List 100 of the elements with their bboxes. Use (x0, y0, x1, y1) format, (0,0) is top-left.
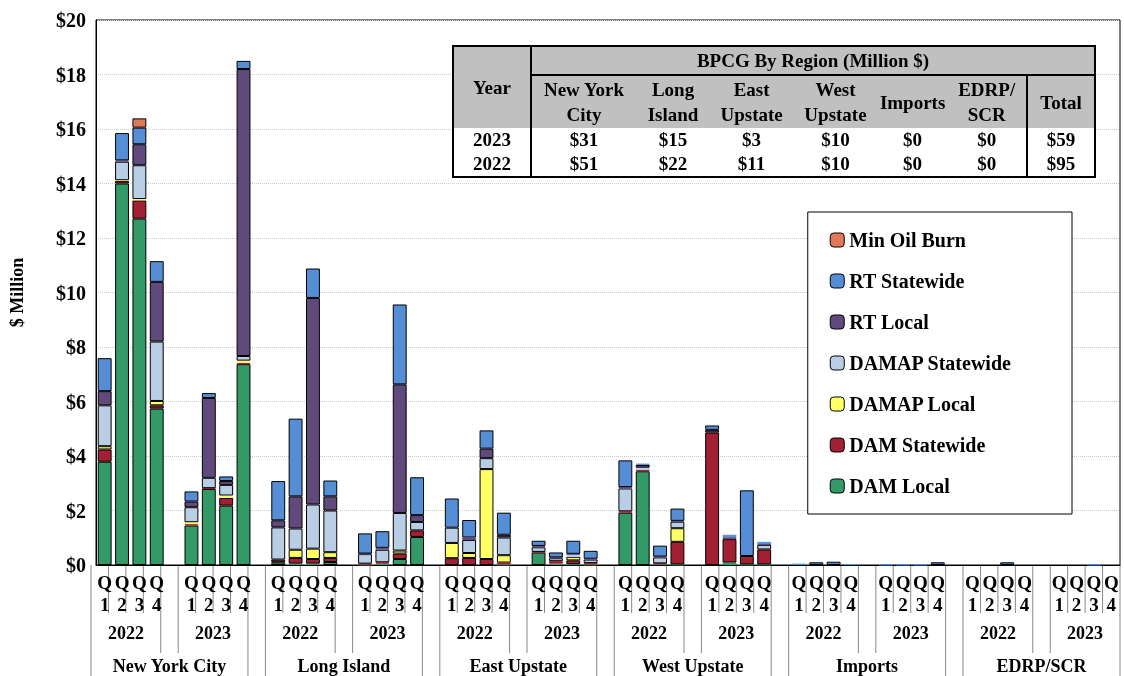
x-tick-label: Total (1027, 75, 1095, 128)
bar (548, 552, 563, 558)
x-tick-label: Q1 (791, 571, 807, 615)
text: 2023 (718, 623, 755, 643)
x-tick-label: Q4 (496, 571, 512, 615)
x-tick-label: Q2 (114, 571, 130, 615)
legend-label: Min Oil Burn (849, 229, 966, 251)
x-tick-label: Q1 (444, 571, 460, 615)
bar (462, 520, 477, 538)
x-tick-label: Imports (877, 75, 948, 128)
bar (462, 539, 477, 554)
data-label: $15 (657, 128, 689, 152)
x-tick-label: Q3 (826, 571, 842, 615)
x-tick-label: Q4 (670, 571, 685, 615)
x-tick-label: Q2 (895, 571, 911, 615)
x-tick-label: Q4 (236, 571, 251, 615)
y-tick-label: $16 (56, 118, 86, 140)
x-tick-label: Q3 (218, 571, 234, 615)
y-tick-label: $2 (66, 499, 86, 522)
bar (496, 512, 511, 535)
x-tick-label: Q4 (1103, 571, 1119, 615)
data-label: $95 (1027, 152, 1095, 177)
text: East Upstate (469, 656, 568, 676)
x-tick-label: Q2 (635, 571, 651, 615)
y-tick-label: $18 (56, 63, 86, 86)
x-tick-label: East Upstate (710, 75, 794, 128)
bar (566, 540, 581, 554)
x-tick-label: Q1 (878, 571, 894, 615)
bar (618, 460, 633, 488)
x-tick-label: Q3 (479, 571, 494, 615)
bar (219, 484, 234, 496)
bar (375, 549, 390, 563)
x-tick-label: Q4 (149, 571, 165, 615)
data-label: $11 (736, 152, 767, 176)
bar (722, 539, 737, 563)
x-tick-label: EDRP/ SCR (947, 75, 1027, 128)
text: 2023 (195, 623, 232, 643)
text: Long Island (297, 656, 391, 676)
bar (583, 550, 598, 559)
x-tick-label: Q1 (1051, 571, 1067, 615)
x-tick-label: Q1 (97, 571, 113, 615)
bar (375, 531, 390, 548)
legend-label: RT Statewide (849, 270, 965, 292)
data-label: $51 (568, 152, 600, 176)
x-tick-label: Q1 (965, 571, 980, 615)
data-label: $0 (976, 152, 998, 176)
x-tick-label: Q4 (409, 571, 425, 615)
x-tick-label: Q1 (704, 571, 720, 615)
x-tick-label: New York City (531, 75, 636, 128)
legend-label: DAM Local (849, 475, 951, 497)
x-tick-label: Q2 (548, 571, 564, 615)
x-tick-label: Q1 (617, 571, 633, 615)
y-tick-label: $14 (56, 172, 86, 195)
data-label: $0 (902, 128, 924, 152)
x-tick-label: Q2 (374, 571, 390, 615)
data-label: $31 (568, 128, 600, 152)
x-tick-label: Q3 (652, 571, 668, 615)
text: Imports (836, 656, 899, 676)
text: 2023 (369, 623, 406, 643)
x-tick-label: Q3 (999, 571, 1015, 615)
x-tick-label: Q4 (322, 571, 338, 615)
y-axis-title: $ Million (7, 257, 27, 328)
x-tick-label: Q3 (565, 571, 581, 615)
data-label: $0 (976, 128, 998, 152)
text: 2022 (805, 623, 842, 643)
x-tick-label: Q3 (1086, 571, 1102, 615)
x-tick-label: Q2 (1069, 571, 1084, 615)
data-label: $3 (741, 128, 763, 152)
bar (115, 161, 129, 181)
bar (115, 133, 129, 161)
bar (566, 556, 581, 561)
data-label: $59 (1027, 128, 1095, 152)
x-tick-label: Q3 (739, 571, 755, 615)
x-tick-label: Q4 (756, 571, 772, 615)
y-tick-label: $10 (56, 281, 86, 304)
x-tick-label: Q1 (184, 571, 199, 615)
x-tick-label: Q3 (132, 571, 147, 615)
x-tick-label: Q3 (305, 571, 321, 615)
x-tick-label: Q2 (982, 571, 998, 615)
text: 2023 (892, 623, 929, 643)
x-tick-label: Q2 (461, 571, 477, 615)
text: 2022 (631, 623, 668, 643)
x-tick-label: Q3 (392, 571, 408, 615)
legend-label: RT Local (849, 311, 930, 333)
bar (219, 476, 234, 482)
bar (618, 488, 633, 512)
text: 2023 (543, 623, 580, 643)
data-label: $0 (902, 152, 924, 176)
text: West Upstate (641, 656, 744, 676)
legend-label: DAMAP Statewide (849, 352, 1012, 374)
text: 2022 (282, 623, 319, 643)
x-tick-label: Q3 (913, 571, 928, 615)
y-tick-label: $20 (56, 9, 86, 31)
x-tick-label: Q1 (357, 571, 373, 615)
legend-label: DAMAP Local (849, 393, 976, 415)
x-tick-label: Q2 (288, 571, 303, 615)
text: 2022 (979, 623, 1016, 643)
y-tick-label: $0 (66, 554, 86, 576)
x-tick-label: Q1 (531, 571, 546, 615)
x-tick-label: West Upstate (793, 75, 878, 128)
